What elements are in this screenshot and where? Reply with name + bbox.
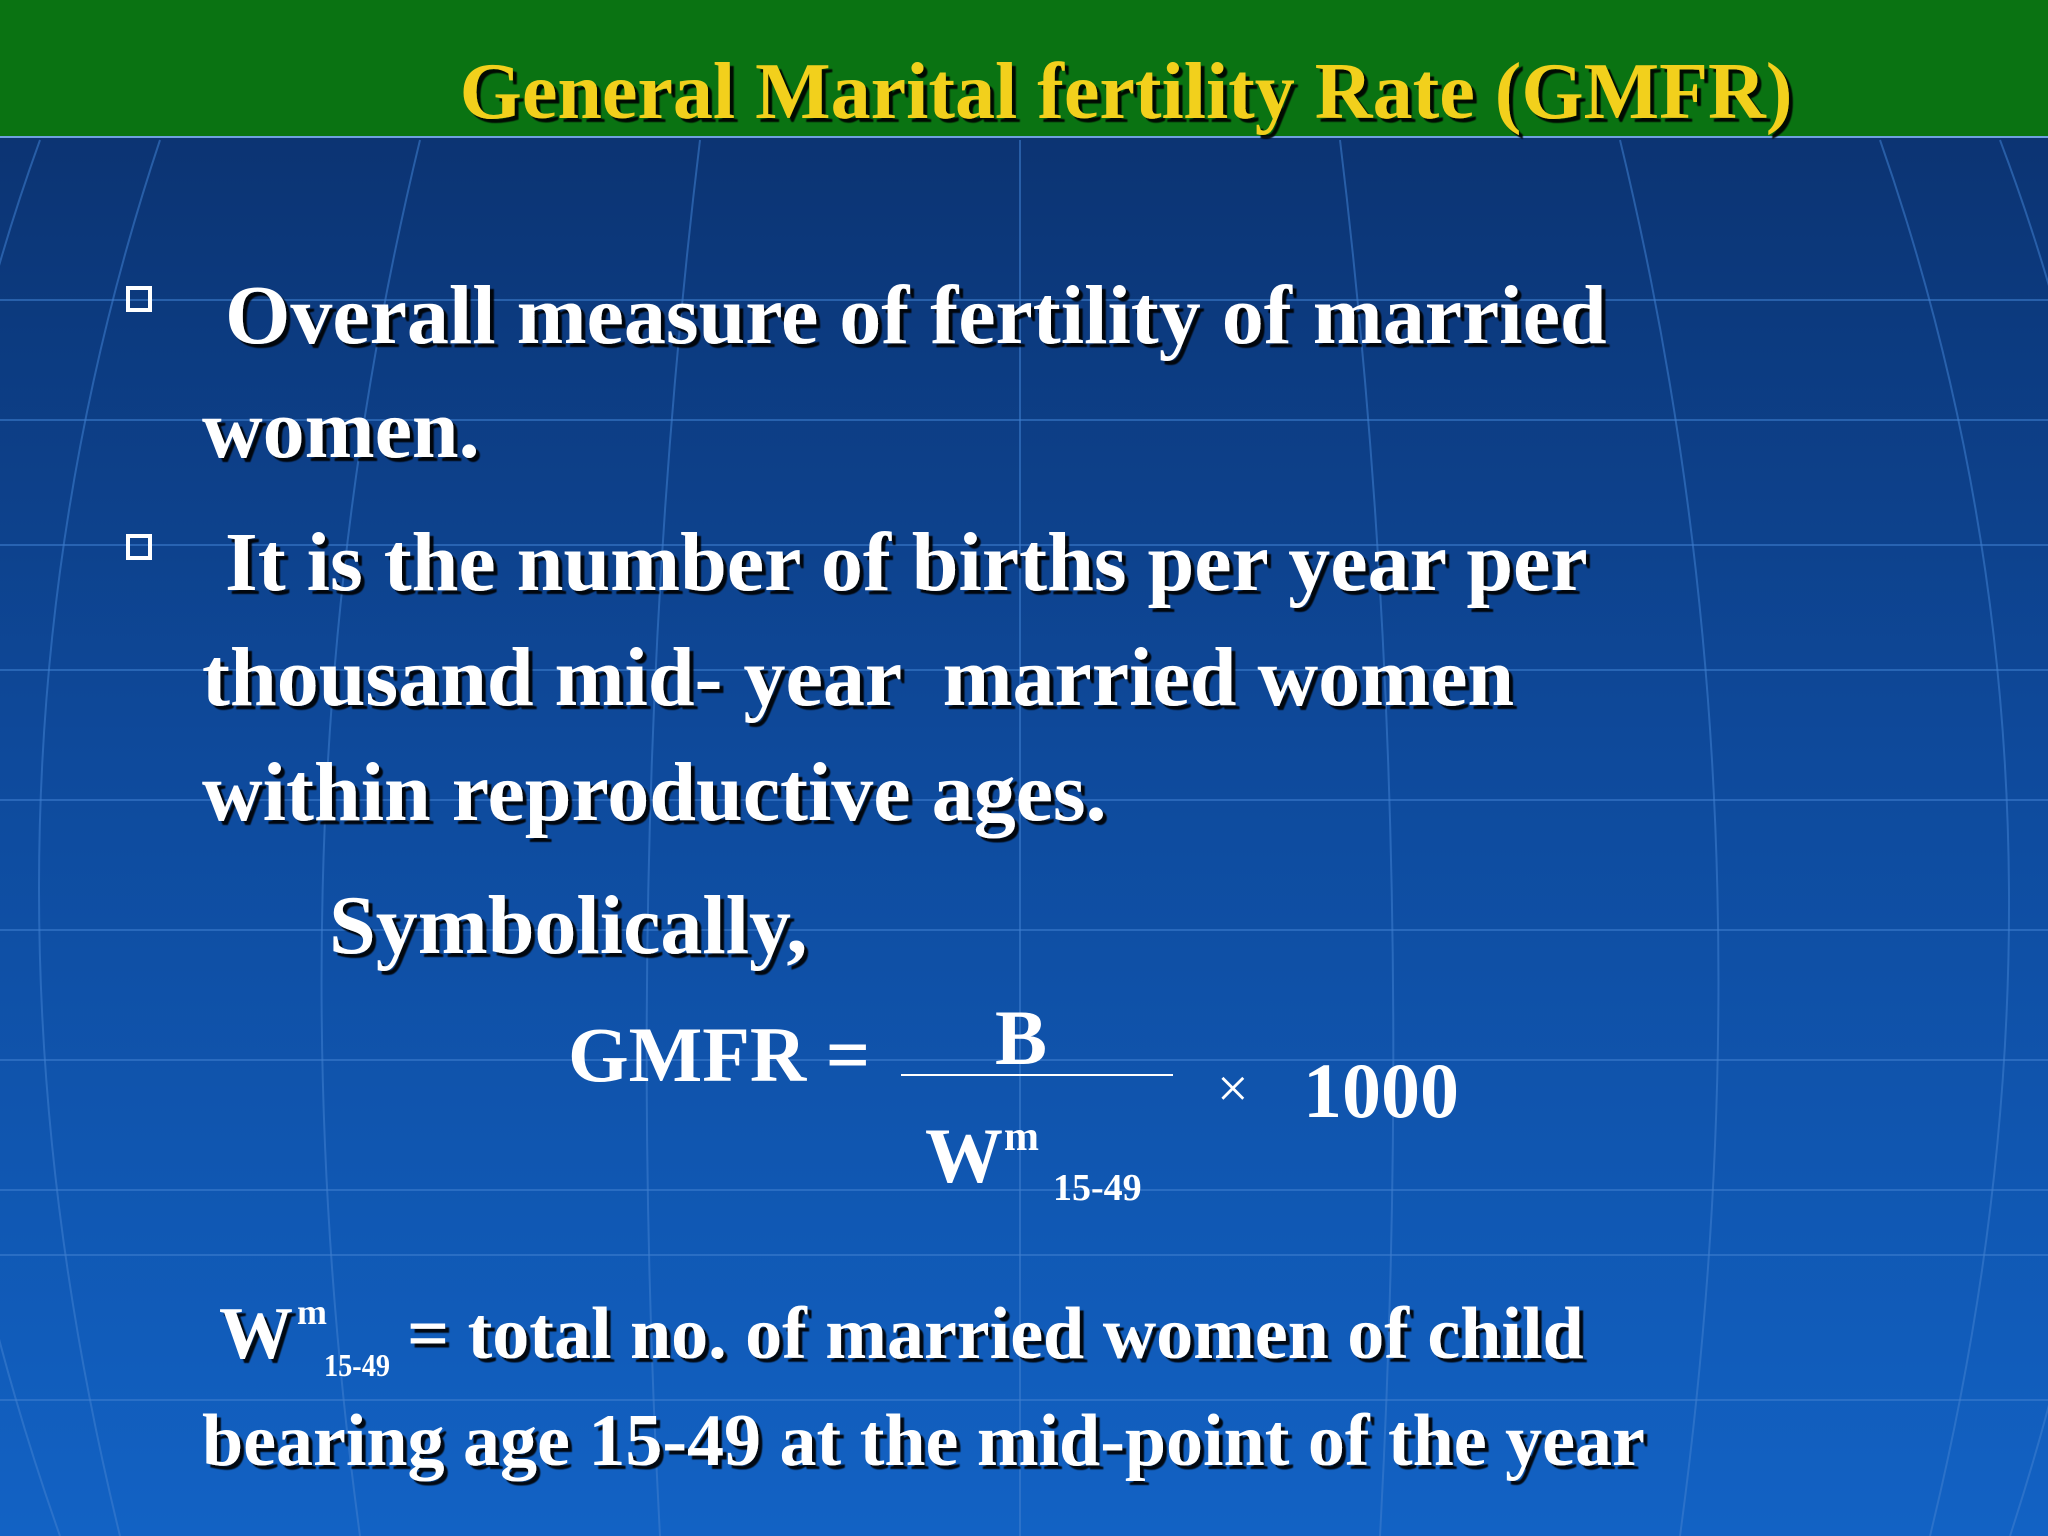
header-bar: [0, 0, 2048, 137]
globe-grid: [0, 139, 2048, 1536]
bullet-text: It is the number of births per year per: [225, 516, 1588, 609]
bullet-text: thousand mid- year married women: [202, 631, 1514, 724]
bullet-text: women.: [202, 383, 480, 476]
bullet-icon: [126, 286, 152, 312]
definition: W m 15-49 = total no. of married women o…: [202, 1292, 1645, 1482]
slide-title: General Marital fertility Rate (GMFR): [460, 48, 1793, 136]
symbolically-label: Symbolically,: [329, 879, 807, 972]
formula-times: ×: [1217, 1058, 1249, 1120]
bullet-list: Overall measure of fertility of married …: [126, 269, 1607, 839]
formula-numerator: B: [995, 994, 1047, 1081]
formula: GMFR = B W m 15-49 × 1000: [568, 994, 1459, 1209]
definition-text: = total no. of married women of child: [407, 1293, 1584, 1375]
formula-superscript: m: [1004, 1114, 1039, 1160]
formula-lhs: GMFR =: [568, 1011, 870, 1098]
formula-subscript: 15-49: [1053, 1167, 1142, 1209]
formula-factor: 1000: [1303, 1047, 1459, 1134]
bullet-text: within reproductive ages.: [202, 746, 1107, 839]
definition-superscript: m: [297, 1292, 327, 1332]
definition-subscript: 15-49: [324, 1347, 390, 1383]
bullet-text: Overall measure of fertility of married: [225, 269, 1607, 362]
definition-text: bearing age 15-49 at the mid-point of th…: [202, 1400, 1645, 1482]
definition-symbol: W: [219, 1293, 293, 1375]
formula-denominator: W: [925, 1112, 1003, 1199]
bullet-icon: [126, 534, 152, 560]
